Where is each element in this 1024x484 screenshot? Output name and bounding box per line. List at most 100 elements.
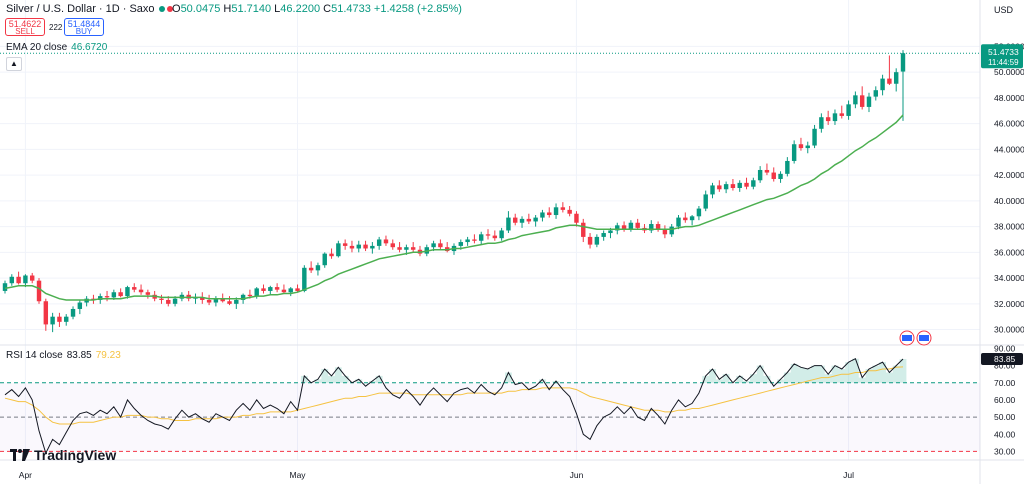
candle-body — [696, 208, 702, 217]
candle-body — [853, 95, 858, 105]
candle-body — [669, 226, 674, 235]
high-value: 51.7140 — [231, 3, 272, 15]
candle-body — [574, 213, 579, 223]
candle-body — [220, 298, 225, 302]
candle-body — [349, 245, 355, 249]
candle-body — [9, 276, 15, 284]
candle-body — [356, 244, 361, 249]
candle-body — [145, 292, 151, 295]
rsi-ma-value: 79.23 — [95, 350, 121, 361]
candle-body — [519, 218, 525, 223]
high-label: H — [223, 3, 232, 15]
candle-body — [104, 296, 110, 298]
candle-body — [472, 239, 477, 241]
candle-body — [234, 299, 239, 304]
candle-body — [526, 218, 532, 222]
candle-body — [730, 184, 736, 188]
candle-body — [744, 182, 749, 187]
change-value: +1.4258 (+2.85%) — [373, 3, 462, 15]
candle-body — [23, 275, 28, 284]
candle-body — [16, 276, 21, 284]
sell-button[interactable]: 51.4622 SELL — [5, 18, 45, 36]
candle-body — [36, 280, 42, 302]
candle-body — [254, 288, 259, 297]
candle-body — [383, 239, 389, 244]
candle-body — [506, 217, 511, 231]
candle-body — [635, 222, 640, 228]
collapse-legend-button[interactable]: ▲ — [6, 57, 22, 71]
candle-body — [676, 217, 681, 227]
rsi-value-tag-label: 83.85 — [994, 354, 1016, 364]
candle-body — [825, 117, 831, 122]
candle-body — [322, 253, 327, 266]
rsi-ma-line — [4, 366, 904, 425]
flag-icon — [919, 335, 929, 341]
candle-body — [308, 267, 314, 271]
market-open-icon — [158, 5, 165, 12]
candle-body — [873, 90, 878, 97]
candle-body — [785, 160, 790, 174]
low-label: L — [274, 3, 281, 15]
candle-body — [363, 244, 368, 249]
candle-body — [492, 235, 498, 239]
rsi-tick-label: 30.00 — [994, 446, 1016, 456]
candle-body — [737, 182, 742, 188]
price-tick-label: 44.0000 — [994, 144, 1024, 154]
candle-body — [43, 301, 49, 325]
candle-body — [553, 207, 559, 216]
candle-body — [2, 283, 8, 291]
last-price-label: 51.4733 — [988, 47, 1019, 57]
candle-body — [438, 243, 443, 248]
rsi-tick-label: 70.00 — [994, 378, 1016, 388]
rsi-legend[interactable]: RSI 14 close 83.85 79.23 — [6, 350, 121, 361]
candle-body — [778, 173, 783, 179]
sell-price: 51.4622 — [8, 19, 42, 29]
candle-body — [159, 298, 164, 300]
candle-body — [628, 222, 634, 230]
candle-body — [274, 287, 280, 290]
candle-body — [261, 288, 266, 291]
candle-body — [376, 239, 382, 246]
close-value: 51.4733 — [331, 3, 371, 15]
candle-body — [805, 145, 810, 149]
candle-body — [710, 185, 715, 195]
candle-body — [533, 217, 538, 222]
open-value: 50.0475 — [180, 3, 221, 15]
candle-body — [846, 104, 851, 116]
candle-body — [601, 233, 606, 237]
candle-body — [172, 298, 178, 304]
price-tick-label: 38.0000 — [994, 222, 1024, 232]
price-tick-label: 42.0000 — [994, 170, 1024, 180]
candle-body — [64, 316, 69, 322]
candle-body — [213, 298, 219, 303]
rsi-value: 83.85 — [66, 350, 92, 361]
time-tick-label: May — [289, 470, 306, 480]
candle-body — [479, 234, 484, 241]
candle-body — [404, 247, 409, 250]
candle-body — [315, 265, 321, 271]
currency-label[interactable]: USD — [994, 5, 1014, 15]
rsi-overbought-fill — [300, 358, 907, 383]
candle-body — [608, 230, 613, 234]
symbol-title[interactable]: Silver / U.S. Dollar · 1D · Saxo — [6, 3, 174, 15]
rsi-label: RSI 14 close — [6, 350, 63, 361]
candle-body — [560, 207, 566, 210]
candle-body — [662, 229, 668, 235]
price-tick-label: 36.0000 — [994, 247, 1024, 257]
candle-body — [57, 316, 62, 322]
candle-body — [764, 169, 770, 173]
buy-button[interactable]: 51.4844 BUY — [64, 18, 104, 36]
candle-body — [819, 117, 824, 129]
rsi-tick-label: 40.00 — [994, 429, 1016, 439]
time-tick-label: Jul — [843, 470, 854, 480]
rsi-tick-label: 60.00 — [994, 395, 1016, 405]
candle-body — [499, 230, 504, 239]
candle-body — [587, 236, 593, 245]
ema-legend[interactable]: EMA 20 close 46.6720 — [6, 42, 107, 53]
candle-body — [458, 242, 464, 246]
ema-line — [4, 114, 904, 301]
candle-body — [329, 253, 334, 257]
candle-body — [513, 217, 518, 223]
candle-body — [798, 144, 804, 149]
